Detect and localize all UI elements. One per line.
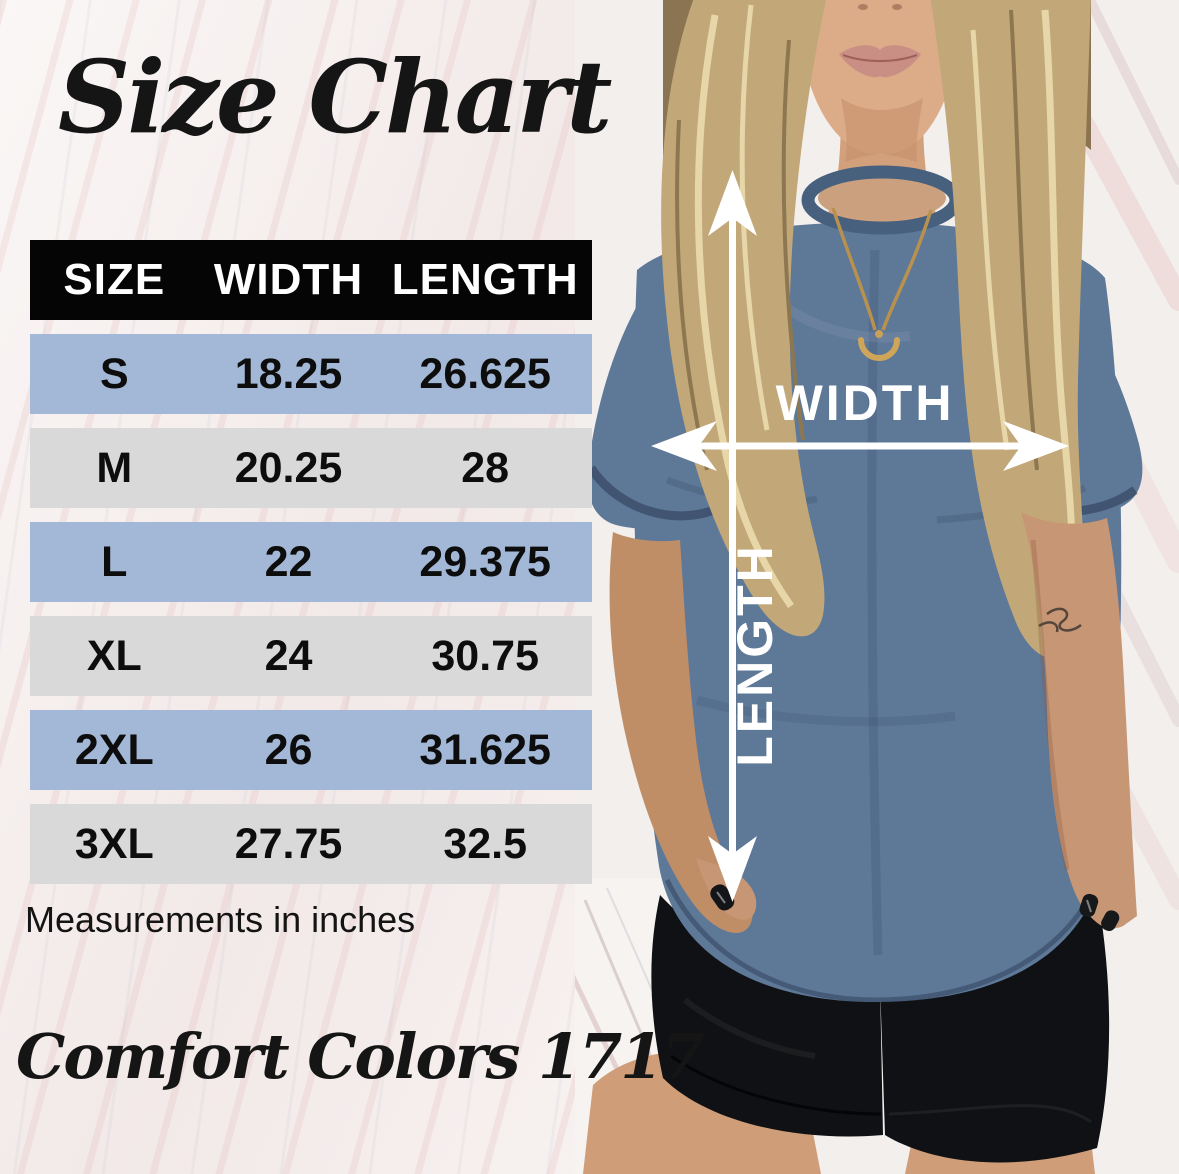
size-table: SIZE WIDTH LENGTH S 18.25 26.625 M 20.25… xyxy=(30,240,592,884)
tshirt-collar xyxy=(801,165,963,235)
cell-length: 26.625 xyxy=(419,349,551,398)
table-row-3xl: 3XL 27.75 32.5 xyxy=(30,804,592,884)
cell-size: 3XL xyxy=(74,819,154,868)
tattoo xyxy=(1038,607,1082,633)
length-label: LENGTH xyxy=(727,543,783,767)
cell-width: 26 xyxy=(264,725,313,774)
page-title: Size Chart xyxy=(58,38,612,156)
table-row-m: M 20.25 28 xyxy=(30,428,592,508)
cell-length: 32.5 xyxy=(443,819,528,868)
crescent-pendant xyxy=(858,337,900,361)
cell-size: S xyxy=(99,349,129,398)
table-row-2xl: 2XL 26 31.625 xyxy=(30,710,592,790)
table-row-xl: XL 24 30.75 xyxy=(30,616,592,696)
cell-width: 24 xyxy=(264,631,313,680)
cell-width: 20.25 xyxy=(234,443,343,492)
length-arrowhead-down xyxy=(708,836,757,902)
model-arms xyxy=(609,512,1137,933)
table-row-l: L 22 29.375 xyxy=(30,522,592,602)
cell-width: 27.75 xyxy=(234,819,343,868)
cell-size: M xyxy=(96,443,133,492)
measurement-annotations: WIDTH LENGTH xyxy=(651,170,1069,902)
necklace xyxy=(831,207,933,361)
cell-size: L xyxy=(101,537,128,586)
cell-length: 28 xyxy=(461,443,510,492)
length-arrowhead-up xyxy=(708,170,757,236)
size-table-header: SIZE WIDTH LENGTH xyxy=(30,240,592,320)
measurement-note: Measurements in inches xyxy=(25,899,416,940)
width-arrow-line xyxy=(663,442,1057,450)
cell-size: XL xyxy=(86,631,142,680)
header-width: WIDTH xyxy=(213,255,364,304)
length-arrow-line xyxy=(729,188,736,884)
cell-length: 31.625 xyxy=(419,725,551,774)
cell-length: 29.375 xyxy=(419,537,551,586)
cell-width: 18.25 xyxy=(234,349,343,398)
nose-shadow xyxy=(858,4,868,10)
width-arrowhead-right xyxy=(1003,421,1069,471)
width-label: WIDTH xyxy=(776,375,955,431)
cell-length: 30.75 xyxy=(431,631,539,680)
thumb-nail-polish xyxy=(710,884,735,911)
bike-shorts xyxy=(651,895,1110,1163)
table-row-s: S 18.25 26.625 xyxy=(30,334,592,414)
nail-polish xyxy=(1079,893,1099,918)
header-length: LENGTH xyxy=(391,255,579,304)
header-size: SIZE xyxy=(63,255,166,304)
cell-width: 22 xyxy=(264,537,313,586)
cell-size: 2XL xyxy=(74,725,154,774)
brand-caption: Comfort Colors 1717 xyxy=(16,1020,705,1093)
hair-front xyxy=(661,0,1091,660)
model-photo: WIDTH LENGTH xyxy=(575,0,1179,1174)
width-arrowhead-left xyxy=(651,421,717,471)
